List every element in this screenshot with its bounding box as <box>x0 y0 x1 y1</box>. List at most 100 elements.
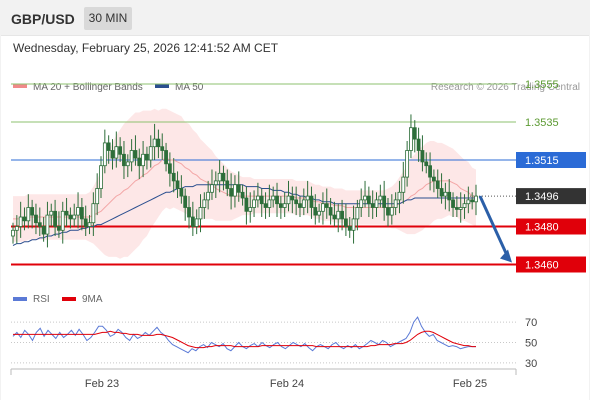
candle-body <box>160 146 165 151</box>
candle-body <box>275 195 279 205</box>
candle-body <box>45 214 50 235</box>
candle-body <box>11 229 15 237</box>
candle-body <box>474 195 478 203</box>
candle-body <box>389 207 394 216</box>
candle-body <box>122 153 126 167</box>
resistance-level-label: 1.3535 <box>525 117 559 129</box>
candle-body <box>363 195 367 201</box>
candle-body <box>282 203 287 208</box>
candle-body <box>324 203 329 208</box>
candle-body <box>405 150 410 178</box>
rsi-tick-label: 70 <box>525 317 537 329</box>
candle-body <box>202 199 207 208</box>
candle-body <box>187 207 191 218</box>
candle-body <box>152 138 157 148</box>
candle-body <box>156 138 161 148</box>
candle-body <box>118 146 123 155</box>
ma50-legend-label: MA 50 <box>175 82 204 93</box>
candle-body <box>255 195 260 201</box>
candle-body <box>14 226 19 231</box>
candle-body <box>72 214 77 220</box>
candle-body <box>194 218 199 227</box>
candle-body <box>22 216 27 222</box>
candle-body <box>313 207 318 216</box>
candle-body <box>447 191 452 201</box>
support-level-label: 1.3480 <box>525 222 559 234</box>
candle-body <box>263 203 268 208</box>
candle-body <box>424 161 429 167</box>
candle-body <box>102 142 107 167</box>
candle-body <box>466 199 471 205</box>
rsi-ma-line <box>13 330 476 349</box>
candle-body <box>83 218 88 227</box>
candle-body <box>145 153 149 161</box>
candle-body <box>53 210 57 227</box>
support-level-label: 1.3460 <box>525 260 559 272</box>
candle-body <box>336 210 341 220</box>
candle-body <box>183 195 188 208</box>
rsi-tick-label: 30 <box>525 358 537 370</box>
candle-body <box>374 199 379 208</box>
candle-body <box>428 165 432 178</box>
rsi-panel: 70 50 30 <box>11 316 537 370</box>
candle-body <box>129 150 134 163</box>
candle-body <box>386 207 390 216</box>
candle-body <box>359 199 364 208</box>
candle-body <box>198 207 203 220</box>
candle-body <box>190 216 195 227</box>
candle-body <box>439 188 444 197</box>
candle-body <box>221 172 226 182</box>
candle-body <box>458 207 463 210</box>
candle-body <box>416 138 421 151</box>
candle-body <box>451 199 455 208</box>
resistance-level-label: 1.3555 <box>525 79 559 91</box>
candle-body <box>95 188 100 205</box>
pivot-level-label: 1.3515 <box>525 155 559 167</box>
candle-body <box>278 203 283 208</box>
candle-body <box>206 191 211 201</box>
ma9-legend-swatch <box>62 297 76 301</box>
x-tick-label: Feb 24 <box>270 378 304 390</box>
bollinger-legend-swatch <box>13 84 27 88</box>
candle-body <box>76 207 80 216</box>
candle-body <box>397 191 402 201</box>
candle-body <box>30 207 35 216</box>
candle-body <box>114 146 119 159</box>
candle-body <box>167 163 172 174</box>
candle-body <box>432 176 436 182</box>
candle-body <box>294 199 299 205</box>
candle-body <box>298 203 302 208</box>
price-panel: 1.3555 1.3535 1.3515 1.3496 1.3480 1.3460 <box>11 79 586 273</box>
candle-body <box>233 184 237 197</box>
candle-body <box>125 161 130 167</box>
candle-body <box>378 195 383 201</box>
candle-body <box>317 210 322 216</box>
candle-body <box>217 172 222 182</box>
forecast-arrow <box>478 195 510 259</box>
candle-body <box>229 188 234 197</box>
candle-body <box>41 226 46 235</box>
candle-body <box>252 199 256 208</box>
candle-body <box>248 207 253 212</box>
candle-body <box>175 180 180 189</box>
candle-body <box>87 222 92 227</box>
candle-body <box>99 165 103 189</box>
candle-body <box>244 197 249 212</box>
candle-body <box>26 207 31 222</box>
candle-body <box>271 195 276 201</box>
candle-body <box>401 176 406 193</box>
last-price-label: 1.3496 <box>525 191 559 203</box>
candle-body <box>64 210 69 216</box>
candle-body <box>412 127 417 140</box>
timeframe-badge[interactable]: 30 MIN <box>84 7 132 30</box>
support-level-tag <box>516 218 586 235</box>
candle-body <box>301 199 306 208</box>
candle-body <box>79 207 84 220</box>
rsi-tick-label: 50 <box>525 338 537 350</box>
candle-body <box>321 203 325 212</box>
candle-body <box>171 172 176 182</box>
candle-body <box>213 180 218 186</box>
ma9-legend-label: 9MA <box>82 294 103 305</box>
forecast-arrow-head <box>500 249 512 263</box>
candle-body <box>328 207 333 216</box>
